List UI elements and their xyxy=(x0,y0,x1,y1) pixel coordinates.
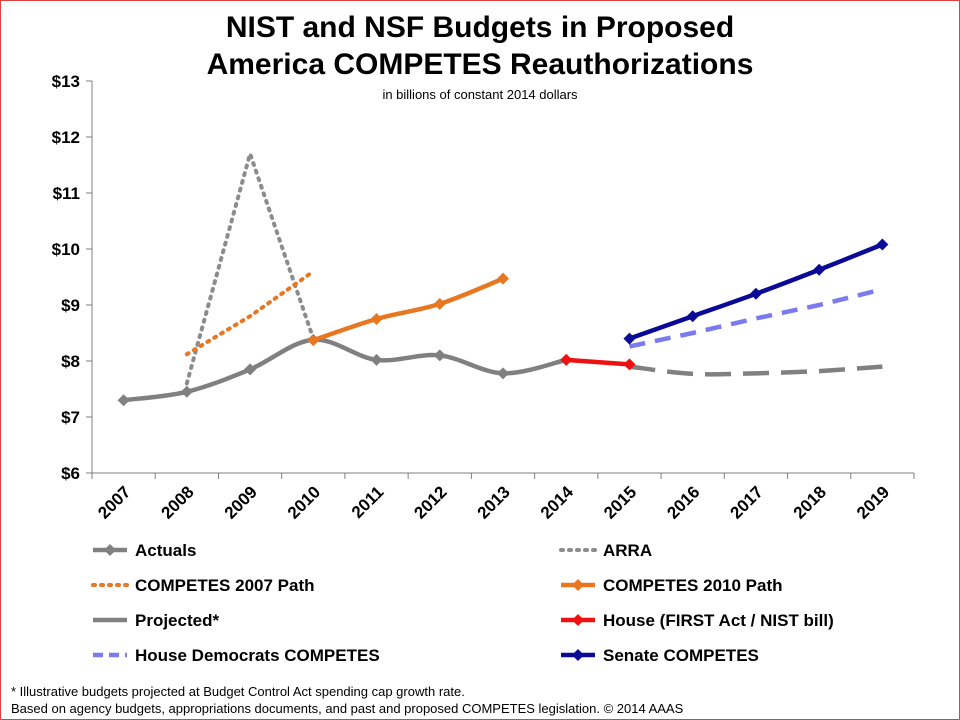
legend-item-house-democrats-competes: House Democrats COMPETES xyxy=(93,646,380,665)
series-line xyxy=(628,287,883,349)
data-point xyxy=(180,385,193,398)
x-tick-label: 2010 xyxy=(284,482,324,522)
legend-item-competes-2010-path: COMPETES 2010 Path xyxy=(561,576,783,595)
data-point xyxy=(307,334,320,347)
series-competes-2007-path xyxy=(184,269,316,357)
chart-title-line1: NIST and NSF Budgets in Proposed xyxy=(225,11,735,44)
data-point xyxy=(876,238,889,251)
legend-item-projected: Projected* xyxy=(93,611,219,630)
legend-label: Actuals xyxy=(135,541,196,560)
legend-marker xyxy=(572,614,584,626)
data-point xyxy=(497,272,509,285)
chart-subtitle: in billions of constant 2014 dollars xyxy=(382,87,578,102)
legend-item-actuals: Actuals xyxy=(93,541,196,560)
legend-item-house-first-act-nist-bill: House (FIRST Act / NIST bill) xyxy=(561,611,834,630)
x-tick-label: 2015 xyxy=(600,482,640,522)
data-point xyxy=(623,358,636,371)
series-projected xyxy=(629,364,883,377)
y-tick-label: $13 xyxy=(52,72,80,91)
data-point xyxy=(749,287,762,300)
data-point xyxy=(623,332,636,345)
series-house-first-act-nist-bill xyxy=(560,353,636,371)
data-point xyxy=(497,367,509,380)
x-tick-label: 2016 xyxy=(663,482,703,522)
data-point xyxy=(560,353,573,366)
series-senate-competes xyxy=(623,238,889,345)
series-line xyxy=(184,269,316,357)
x-tick-label: 2012 xyxy=(410,482,450,522)
legend-label: COMPETES 2010 Path xyxy=(603,576,783,595)
x-tick-label: 2011 xyxy=(348,482,388,522)
x-tick-label: 2008 xyxy=(157,482,197,522)
y-tick-label: $6 xyxy=(61,464,80,483)
legend-marker xyxy=(572,579,584,591)
data-point xyxy=(433,297,446,310)
data-point xyxy=(686,310,699,323)
series-house-democrats-competes xyxy=(628,287,883,349)
footnote-projection: * Illustrative budgets projected at Budg… xyxy=(11,684,465,699)
data-point xyxy=(813,263,826,276)
legend-item-arra: ARRA xyxy=(559,541,652,560)
data-point xyxy=(117,394,130,407)
y-tick-label: $11 xyxy=(53,184,80,203)
series-layer xyxy=(117,151,889,407)
y-tick-label: $8 xyxy=(61,352,80,371)
data-point xyxy=(370,353,383,366)
series-competes-2010-path xyxy=(307,272,509,347)
x-tick-label: 2017 xyxy=(727,482,767,522)
y-tick-label: $12 xyxy=(52,128,80,147)
legend-label: COMPETES 2007 Path xyxy=(135,576,315,595)
legend-label: House Democrats COMPETES xyxy=(135,646,380,665)
series-line xyxy=(629,364,883,377)
x-tick-label: 2019 xyxy=(853,482,893,522)
legend-item-competes-2007-path: COMPETES 2007 Path xyxy=(91,576,315,595)
series-line xyxy=(566,357,630,367)
legend-item-senate-competes: Senate COMPETES xyxy=(561,646,759,665)
chart-title-line2: America COMPETES Reauthorizations xyxy=(206,48,754,81)
x-tick-label: 2009 xyxy=(221,482,261,522)
x-tick-label: 2018 xyxy=(790,482,830,522)
legend-marker xyxy=(572,649,584,661)
data-point xyxy=(244,363,257,376)
series-line xyxy=(184,151,316,386)
legend-label: Projected* xyxy=(135,611,219,630)
x-tick-label: 2014 xyxy=(537,482,578,523)
legend-marker xyxy=(104,544,116,556)
x-tick-label: 2007 xyxy=(94,482,134,522)
legend-label: Senate COMPETES xyxy=(603,646,759,665)
series-arra xyxy=(184,151,316,386)
line-chart: $6 $7 $8 $9 $10 $11 $12 $13 2007 2008 2009 2010 2011… xyxy=(52,72,915,665)
y-tick-label: $9 xyxy=(61,296,80,315)
legend-label: ARRA xyxy=(603,541,652,560)
footnote-sources: Based on agency budgets, appropriations … xyxy=(11,701,684,716)
chart-axes: $6 $7 $8 $9 $10 $11 $12 $13 2007 2008 2009 2010 2011… xyxy=(52,72,915,523)
data-point xyxy=(370,313,383,325)
chart-legend: Actuals ARRA COMPETES 2007 Path COMPETES 20… xyxy=(91,541,834,665)
y-tick-label: $10 xyxy=(52,240,80,259)
series-actuals xyxy=(117,333,573,407)
y-tick-label: $7 xyxy=(61,408,80,427)
legend-label: House (FIRST Act / NIST bill) xyxy=(603,611,834,630)
series-line xyxy=(312,276,504,343)
x-tick-label: 2013 xyxy=(474,482,514,522)
data-point xyxy=(433,349,446,362)
